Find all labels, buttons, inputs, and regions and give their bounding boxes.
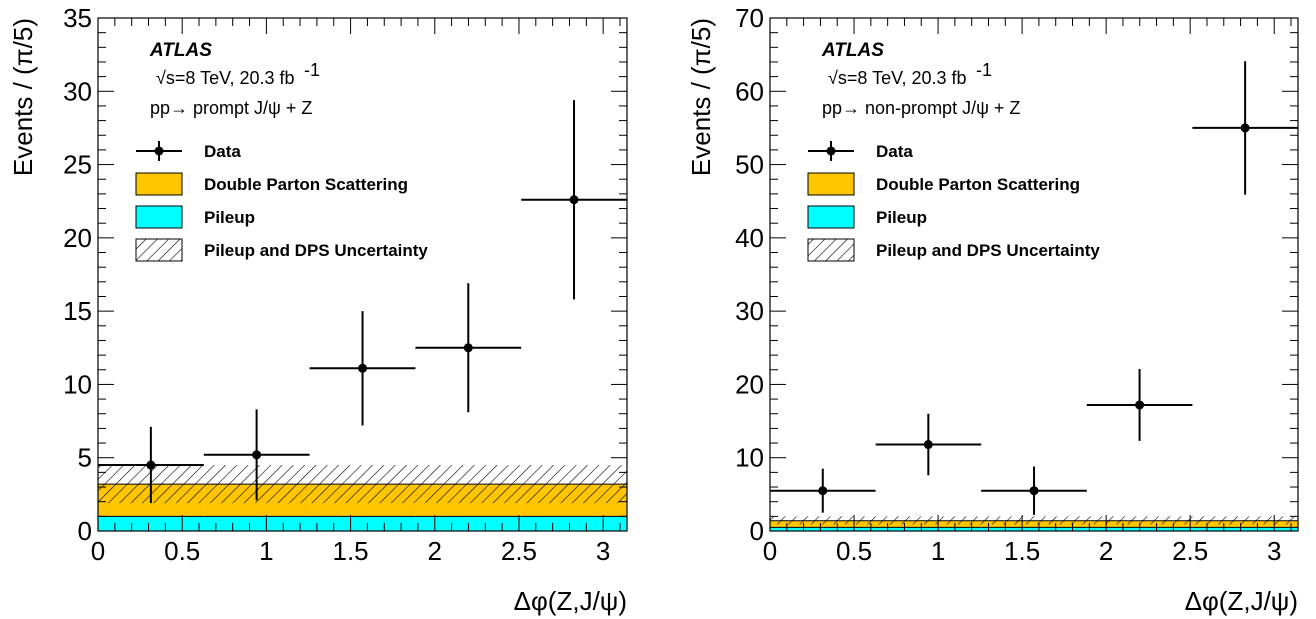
x-tick-label: 3 <box>596 536 610 566</box>
y-tick-label: 5 <box>78 443 92 473</box>
pileup-bar <box>98 516 204 531</box>
y-tick-label: 20 <box>63 223 92 253</box>
legend-uncertainty-label: Pileup and DPS Uncertainty <box>876 241 1100 260</box>
y-tick-label: 0 <box>78 516 92 546</box>
x-tick-label: 2.5 <box>1172 536 1208 566</box>
process-label: pp→ prompt J/ψ + Z <box>150 98 312 118</box>
legend-pileup-label: Pileup <box>876 208 927 227</box>
y-tick-label: 20 <box>735 369 764 399</box>
data-point <box>1135 400 1145 410</box>
x-tick-label: 2 <box>1099 536 1113 566</box>
y-tick-label: 25 <box>63 150 92 180</box>
uncertainty-band <box>1086 516 1193 525</box>
plot-frame <box>769 17 1299 532</box>
pileup-bar <box>521 516 627 531</box>
y-tick-label: 35 <box>63 3 92 33</box>
pileup-bar <box>309 516 416 531</box>
data-point <box>463 343 473 353</box>
legend-data-marker <box>154 146 164 156</box>
energy-label: √s=8 TeV, 20.3 fb <box>828 68 967 88</box>
legend-data-marker <box>826 146 836 156</box>
x-tick-label: 1 <box>259 536 273 566</box>
process-label: pp→ non-prompt J/ψ + Z <box>822 98 1020 118</box>
x-tick-label: 0.5 <box>836 536 872 566</box>
uncertainty-band <box>770 516 876 525</box>
uncertainty-band <box>981 516 1087 525</box>
y-tick-label: 60 <box>735 76 764 106</box>
y-axis-title: Events / (π/5) <box>686 18 716 176</box>
uncertainty-band <box>1192 516 1298 525</box>
y-tick-label: 15 <box>63 296 92 326</box>
x-tick-label: 1 <box>931 536 945 566</box>
y-tick-label: 30 <box>735 296 764 326</box>
atlas-label: ATLAS <box>821 40 884 61</box>
y-tick-label: 50 <box>735 150 764 180</box>
uncertainty-band <box>875 516 982 525</box>
legend-pileup-label: Pileup <box>204 208 255 227</box>
data-point <box>252 450 262 460</box>
atlas-label: ATLAS <box>149 40 212 61</box>
y-tick-label: 70 <box>735 3 764 33</box>
pileup-bar <box>1192 527 1298 531</box>
non-prompt-plot: 0 0.5 1 1.5 2 2.5 3010203040506070Δφ(Z,J/ψ)Eve… <box>686 3 1299 616</box>
energy-label: √s=8 TeV, 20.3 fb <box>156 68 295 88</box>
legend-uncertainty-label: Pileup and DPS Uncertainty <box>204 241 428 260</box>
uncertainty-band <box>415 465 522 504</box>
legend-uncertainty-swatch <box>135 238 183 262</box>
x-tick-label: 0.5 <box>164 536 200 566</box>
data-point <box>818 486 828 496</box>
legend-dps-label: Double Parton Scattering <box>876 175 1080 194</box>
data-point <box>358 363 368 373</box>
x-tick-label: 3 <box>1267 536 1281 566</box>
y-tick-label: 40 <box>735 223 764 253</box>
y-tick-label: 0 <box>750 516 764 546</box>
data-point <box>923 440 933 450</box>
x-axis-title: Δφ(Z,J/ψ) <box>1185 586 1298 616</box>
y-tick-label: 10 <box>63 369 92 399</box>
x-axis-title: Δφ(Z,J/ψ) <box>514 586 627 616</box>
legend-pileup-swatch <box>135 205 183 229</box>
luminosity-superscript: -1 <box>304 60 320 80</box>
luminosity-superscript: -1 <box>976 60 992 80</box>
pileup-bar <box>875 527 982 531</box>
x-tick-label: 1.5 <box>333 536 369 566</box>
uncertainty-band <box>521 465 627 504</box>
data-point <box>1240 123 1250 133</box>
legend-pileup-swatch <box>807 205 855 229</box>
legend-dps-swatch <box>807 172 855 196</box>
legend-dps-swatch <box>135 172 183 196</box>
legend-dps-label: Double Parton Scattering <box>204 175 408 194</box>
legend-uncertainty-swatch <box>807 238 855 262</box>
x-tick-label: 0 <box>91 536 105 566</box>
x-tick-label: 2.5 <box>501 536 537 566</box>
pileup-bar <box>981 527 1087 531</box>
x-tick-label: 2 <box>428 536 442 566</box>
pileup-bar <box>203 516 310 531</box>
y-tick-label: 30 <box>63 76 92 106</box>
data-point <box>146 460 156 470</box>
legend-data-label: Data <box>204 142 241 161</box>
y-tick-label: 10 <box>735 443 764 473</box>
x-tick-label: 1.5 <box>1004 536 1040 566</box>
uncertainty-band <box>309 465 416 504</box>
y-axis-title: Events / (π/5) <box>8 18 38 176</box>
plot-frame <box>97 17 628 532</box>
data-point <box>1029 486 1039 496</box>
data-point <box>569 195 579 205</box>
legend-data-label: Data <box>876 142 913 161</box>
x-tick-label: 0 <box>763 536 777 566</box>
prompt-plot: 0 0.5 1 1.5 2 2.5 305101520253035Δφ(Z,J/ψ)Even… <box>8 3 628 616</box>
pileup-bar <box>770 527 876 531</box>
